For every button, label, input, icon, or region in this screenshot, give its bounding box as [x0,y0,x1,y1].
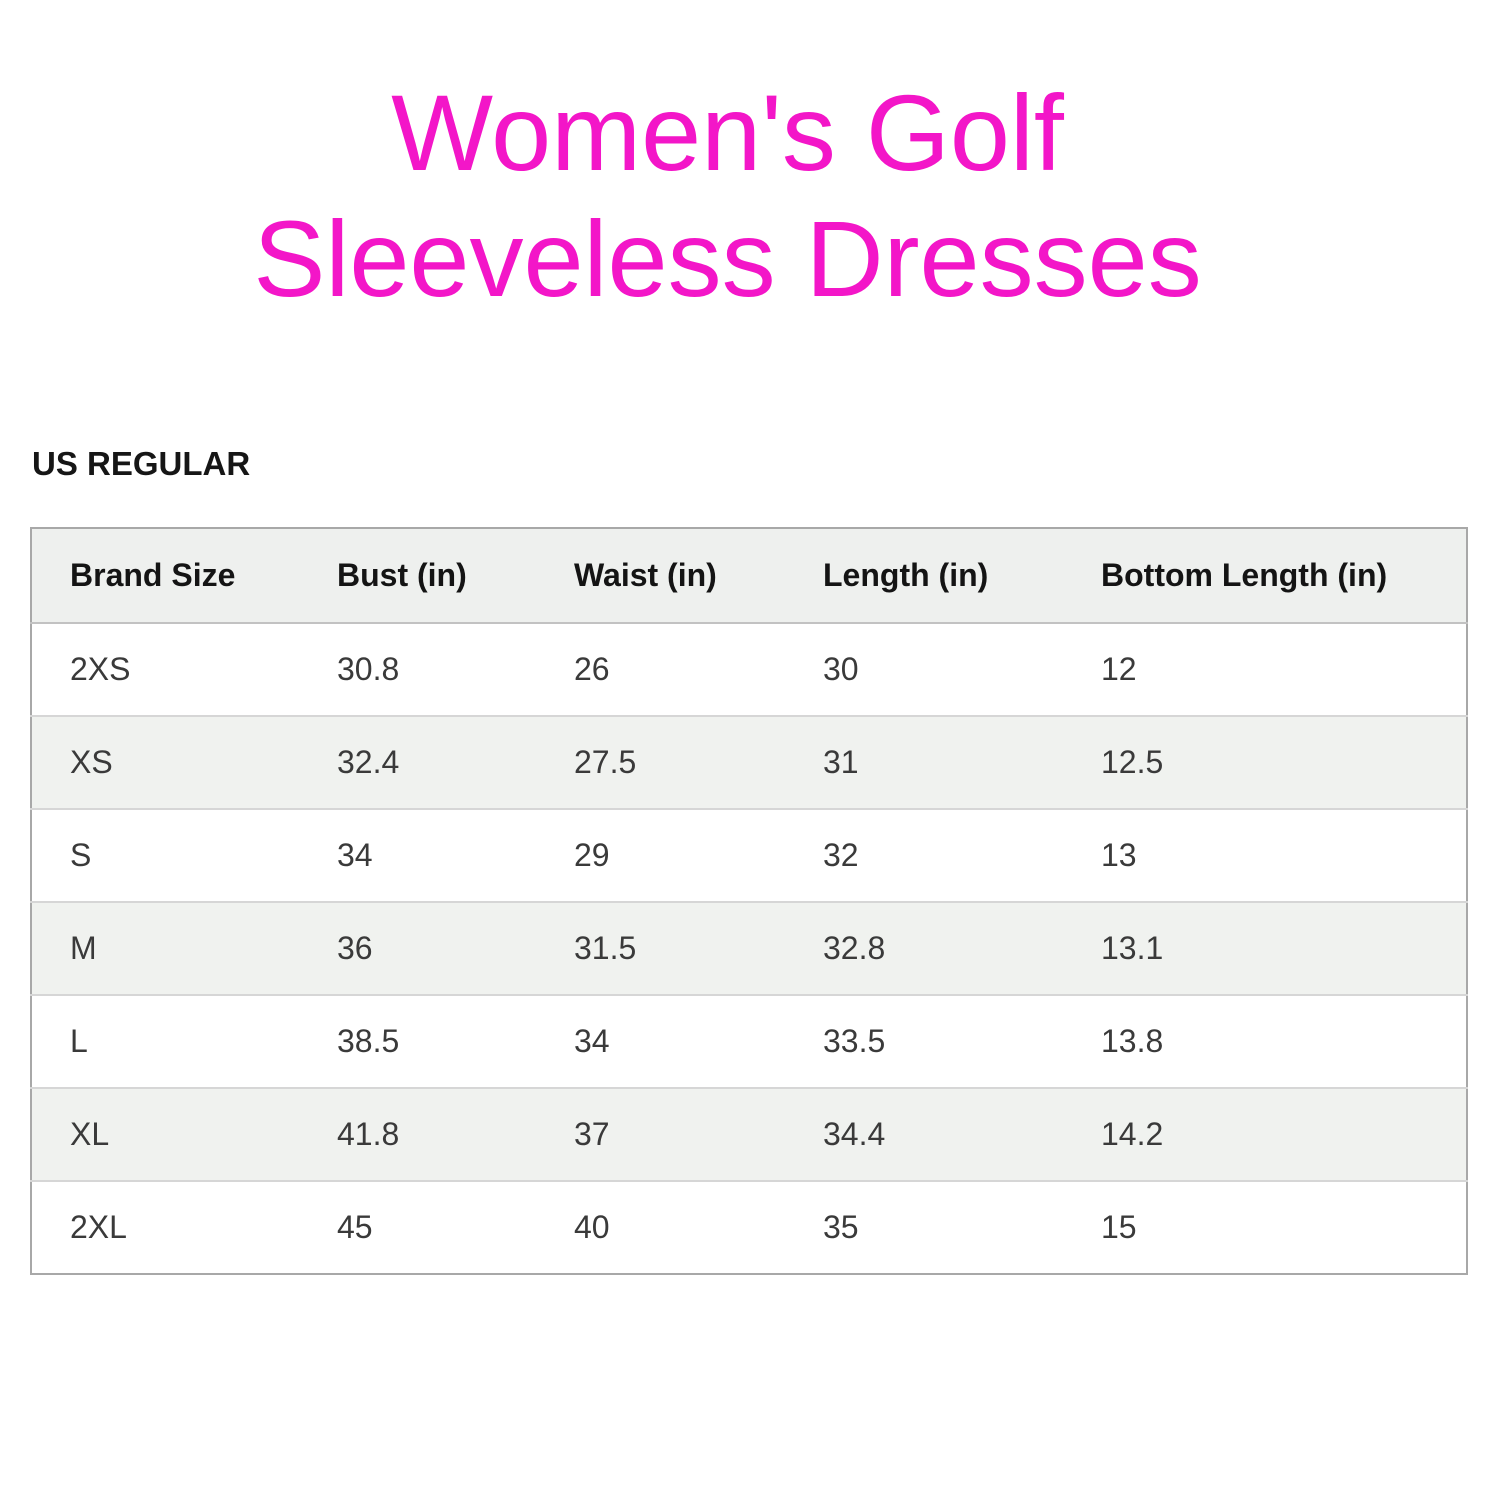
waist-cell: 34 [536,994,785,1089]
table-row: XS 32.4 27.5 31 12.5 [31,715,1467,810]
table-row: S 34 29 32 13 [31,808,1467,903]
bust-cell: 32.4 [299,715,536,810]
column-header-length: Length (in) [785,527,1063,624]
table-row: M 36 31.5 32.8 13.1 [31,901,1467,996]
brand-size-cell: M [31,901,299,996]
brand-size-cell: XS [31,715,299,810]
bust-cell: 38.5 [299,994,536,1089]
brand-size-cell: XL [31,1087,299,1182]
bottom-length-cell: 12 [1063,622,1467,717]
bottom-length-cell: 13 [1063,808,1467,903]
bottom-length-cell: 15 [1101,1208,1137,1245]
table-row: L 38.5 34 33.5 13.8 [31,994,1467,1089]
bust-cell: 41.8 [299,1087,536,1182]
length-cell: 32 [785,808,1063,903]
brand-size-cell: 2XL [70,1208,127,1245]
waist-cell: 31.5 [536,901,785,996]
bust-cell: 45 [337,1208,373,1245]
column-header-waist: Waist (in) [536,527,785,624]
bottom-length-cell: 13.8 [1063,994,1467,1089]
length-cell: 33.5 [785,994,1063,1089]
waist-cell: 37 [536,1087,785,1182]
table-row: 2XS 30.8 26 30 12 [31,622,1467,717]
bottom-length-cell: 12.5 [1063,715,1467,810]
column-header-bottom-length: Bottom Length (in) [1063,527,1467,624]
page-title-line-1: Women's Golf [391,72,1064,193]
bottom-length-cell: 14.2 [1063,1087,1467,1182]
table-row: 2XL 45 40 35 15 [31,1180,1467,1274]
length-cell: 34.4 [785,1087,1063,1182]
bust-cell: 36 [299,901,536,996]
length-cell: 35 [823,1208,859,1245]
column-header-brand-size: Brand Size [31,527,299,624]
bust-cell: 34 [299,808,536,903]
bust-cell: 30.8 [299,622,536,717]
table-row: XL 41.8 37 34.4 14.2 [31,1087,1467,1182]
size-table: Brand Size Bust (in) Waist (in) Length (… [30,526,1468,1275]
table-header-row: Brand Size Bust (in) Waist (in) Length (… [31,527,1467,624]
page-title-line-2: Sleeveless Dresses [253,198,1202,320]
column-header-bust: Bust (in) [299,527,536,624]
waist-cell: 26 [536,622,785,717]
length-cell: 32.8 [785,901,1063,996]
waist-cell: 40 [574,1208,610,1245]
bottom-length-cell: 13.1 [1063,901,1467,996]
waist-cell: 29 [536,808,785,903]
section-label: US REGULAR [32,444,251,482]
length-cell: 30 [785,622,1063,717]
brand-size-cell: 2XS [31,622,299,717]
waist-cell: 27.5 [536,715,785,810]
length-cell: 31 [785,715,1063,810]
page-title: Women's Golf Sleeveless Dresses [0,70,1455,323]
brand-size-cell: S [31,808,299,903]
brand-size-cell: L [31,994,299,1089]
